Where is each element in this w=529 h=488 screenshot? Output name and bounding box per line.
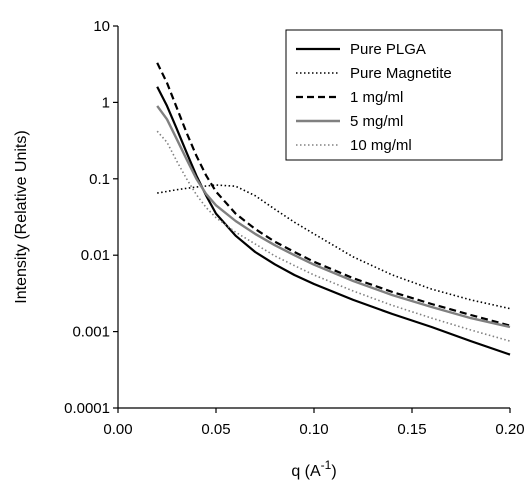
y-tick-label: 0.001 <box>72 324 110 341</box>
x-tick-label: 0.10 <box>299 421 328 438</box>
x-axis-title-main: q (A <box>291 463 321 480</box>
legend: Pure PLGA Pure Magnetite 1 mg/ml 5 mg/ml 10 … <box>285 29 503 161</box>
y-tick-label: 1 <box>102 94 110 111</box>
x-tick-label: 0.05 <box>201 421 230 438</box>
x-tick-label: 0.20 <box>495 421 524 438</box>
legend-label: Pure Magnetite <box>350 65 452 82</box>
legend-label: 1 mg/ml <box>350 89 403 106</box>
series-line-1 <box>156 86 511 356</box>
series-line-3 <box>156 62 511 327</box>
legend-label: 5 mg/ml <box>350 113 403 130</box>
series-line-4 <box>156 105 511 329</box>
y-axis-title: Intensity (Relative Units) <box>13 130 30 303</box>
y-tick-label: 10 <box>93 18 110 35</box>
x-axis-title: q (A-1) <box>291 458 336 480</box>
x-ticks: 0.00 0.05 0.10 0.15 0.20 <box>103 408 525 438</box>
y-tick-label: 0.1 <box>89 171 110 188</box>
legend-box <box>285 29 503 161</box>
y-ticks: 0.0001 0.001 0.01 0.1 1 10 <box>64 18 118 417</box>
x-tick-label: 0.15 <box>397 421 426 438</box>
y-tick-label: 0.01 <box>81 247 110 264</box>
series-layer <box>156 62 511 356</box>
legend-label: Pure PLGA <box>350 41 426 58</box>
legend-items: Pure PLGA Pure Magnetite 1 mg/ml 5 mg/ml 10 … <box>296 41 452 154</box>
series-line-5 <box>156 130 511 342</box>
x-axis-title-superscript: -1 <box>321 458 332 472</box>
x-tick-label: 0.00 <box>103 421 132 438</box>
legend-label: 10 mg/ml <box>350 137 412 154</box>
y-tick-label: 0.0001 <box>64 400 110 417</box>
series-line-2 <box>157 184 511 310</box>
x-axis-title-close: ) <box>331 463 336 480</box>
